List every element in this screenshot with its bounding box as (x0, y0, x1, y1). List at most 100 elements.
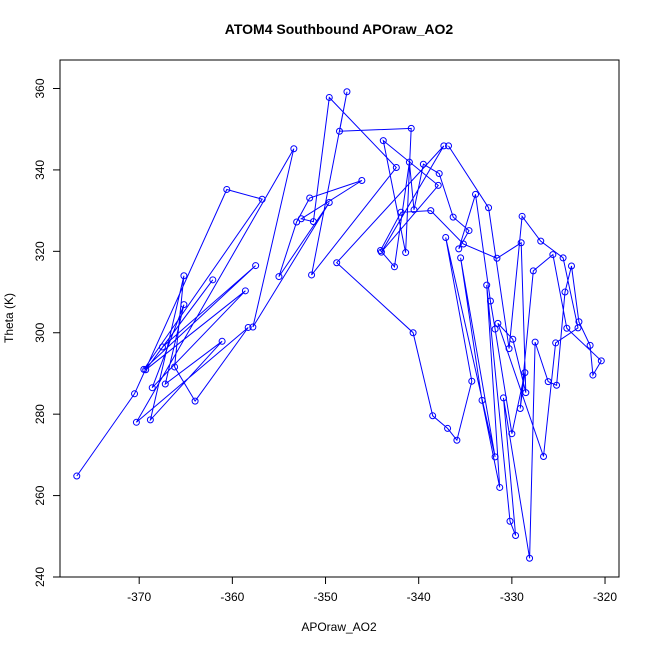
data-point (343, 88, 351, 96)
data-point (161, 380, 169, 388)
data-point (325, 93, 333, 101)
data-point (252, 262, 260, 270)
x-tick-label: -330 (500, 590, 524, 604)
data-point (444, 424, 452, 432)
data-point (244, 323, 252, 331)
data-point (377, 248, 385, 256)
data-point (308, 271, 316, 279)
data-point (453, 436, 461, 444)
data-point (509, 335, 517, 343)
data-point (468, 377, 476, 385)
data-point (459, 240, 467, 248)
data-point (73, 472, 81, 480)
data-point (561, 288, 569, 296)
data-point (306, 194, 314, 202)
data-point (553, 381, 561, 389)
data-point (589, 371, 597, 379)
data-point (531, 338, 539, 346)
data-point (465, 227, 473, 235)
y-tick-label: 340 (33, 160, 47, 180)
data-point (518, 212, 526, 220)
data-point (180, 301, 188, 309)
data-point (512, 531, 520, 539)
data-point (209, 276, 217, 284)
data-point (376, 247, 384, 255)
data-point (358, 176, 366, 184)
data-point (379, 137, 387, 145)
data-point (472, 190, 480, 198)
y-tick-label: 320 (33, 241, 47, 261)
data-point (392, 163, 400, 171)
x-tick-label: -340 (407, 590, 431, 604)
data-point (486, 297, 494, 305)
data-point (325, 198, 333, 206)
data-point (434, 181, 442, 189)
data-point (402, 249, 410, 257)
x-axis-label: APOraw_AO2 (301, 620, 377, 634)
data-point (529, 267, 537, 275)
series-layer (73, 88, 605, 562)
data-point (171, 363, 179, 371)
data-point (544, 378, 552, 386)
chart-title: ATOM4 Southbound APOraw_AO2 (225, 21, 454, 37)
data-point (597, 357, 605, 365)
x-tick-label: -370 (127, 590, 151, 604)
data-point (449, 213, 457, 221)
data-point (494, 319, 502, 327)
data-point (549, 251, 557, 259)
data-point (297, 215, 305, 223)
data-point (336, 127, 343, 135)
data-point (249, 323, 257, 331)
data-point (574, 324, 582, 332)
data-point (429, 412, 437, 420)
y-tick-label: 260 (33, 485, 47, 505)
data-point (517, 239, 525, 247)
data-point (508, 430, 516, 438)
data-point (493, 254, 501, 262)
data-point (455, 245, 463, 253)
data-point (563, 324, 571, 332)
data-point (526, 554, 534, 562)
data-point (445, 142, 453, 150)
data-point (390, 263, 398, 271)
series-line (76, 91, 602, 559)
data-point (409, 329, 417, 337)
x-tick-label: -360 (220, 590, 244, 604)
data-point (506, 517, 514, 525)
data-point (132, 418, 140, 426)
y-tick-label: 240 (33, 567, 47, 587)
data-point (435, 170, 443, 178)
data-point (537, 237, 545, 245)
data-point (499, 394, 507, 402)
y-tick-label: 360 (33, 78, 47, 98)
y-axis-label: Theta (K) (2, 293, 16, 343)
data-point (427, 207, 435, 215)
data-point (258, 195, 266, 203)
x-tick-label: -320 (593, 590, 617, 604)
data-point (505, 345, 513, 353)
data-point (275, 273, 283, 281)
data-point (559, 254, 567, 262)
data-point (552, 339, 560, 347)
data-point (405, 158, 413, 166)
data-point (522, 389, 530, 397)
data-point (496, 483, 504, 491)
data-point (158, 343, 166, 351)
data-point (410, 206, 418, 214)
data-point (483, 281, 491, 289)
plot-area-frame (59, 59, 620, 578)
data-point (146, 416, 154, 424)
data-point (142, 366, 150, 374)
data-point (309, 218, 317, 226)
data-point (521, 369, 529, 377)
data-point (516, 404, 524, 412)
data-point (333, 259, 341, 267)
data-point (457, 254, 465, 262)
data-point (218, 337, 226, 345)
data-point (491, 453, 499, 461)
data-point (586, 341, 594, 349)
data-point (293, 218, 301, 226)
data-point (491, 325, 499, 333)
data-point (440, 142, 448, 150)
